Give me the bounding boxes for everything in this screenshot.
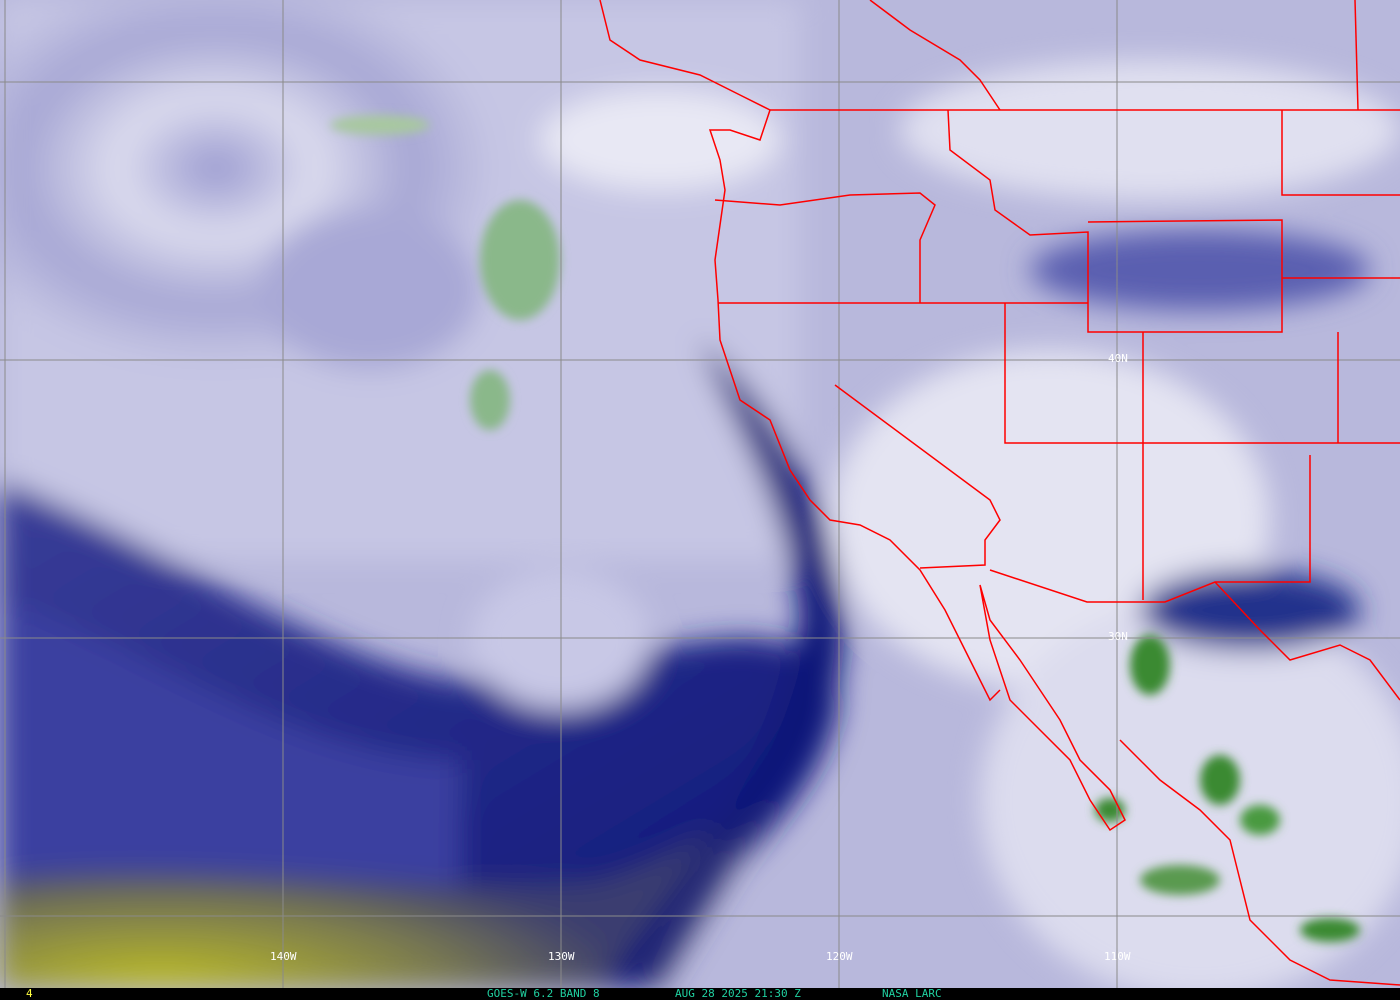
political-boundaries (599, 0, 1400, 986)
lon-label-130w: 130W (548, 950, 575, 963)
credit-label: NASA LARC (882, 987, 942, 1000)
datetime-label: AUG 28 2025 21:30 Z (675, 987, 801, 1000)
lat-label-30n: 30N (1108, 630, 1128, 643)
lon-label-110w: 110W (1104, 950, 1131, 963)
info-footer: 4 GOES-W 6.2 BAND 8 AUG 28 2025 21:30 Z … (0, 988, 1400, 1000)
lon-label-140w: 140W (270, 950, 297, 963)
high-clouds (330, 115, 1360, 942)
product-label: GOES-W 6.2 BAND 8 (487, 987, 600, 1000)
lat-label-40n: 40N (1108, 352, 1128, 365)
frame-number: 4 (26, 987, 33, 1000)
lon-label-120w: 120W (826, 950, 853, 963)
